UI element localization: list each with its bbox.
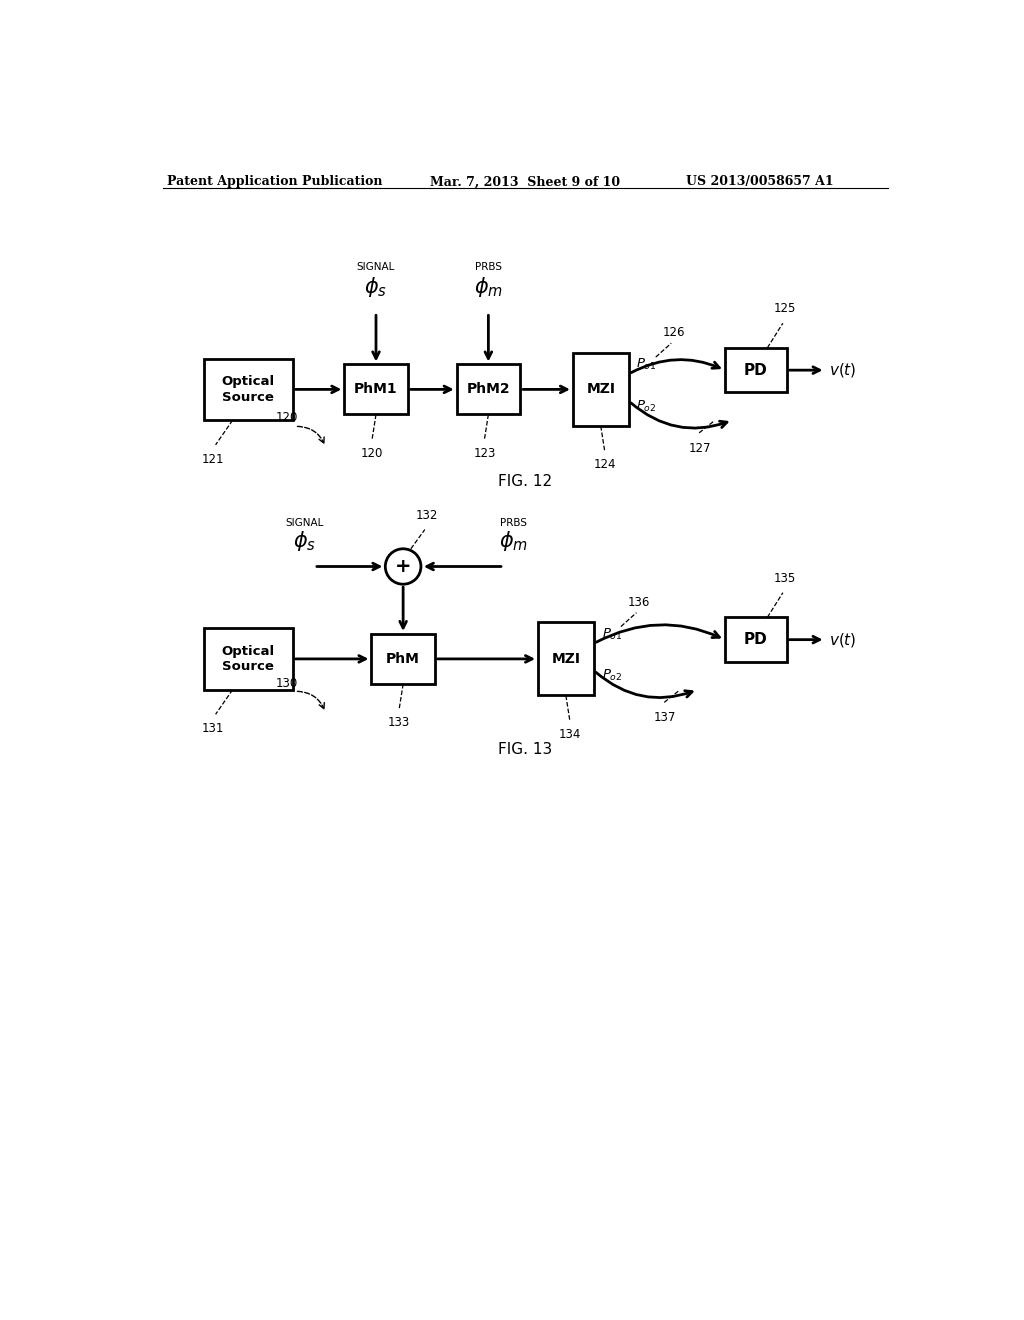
Text: $\phi_s$: $\phi_s$	[293, 528, 316, 553]
FancyBboxPatch shape	[538, 622, 594, 696]
Text: $P_{o1}$: $P_{o1}$	[636, 358, 657, 372]
Text: PhM1: PhM1	[354, 383, 397, 396]
Text: $\phi_s$: $\phi_s$	[365, 275, 387, 298]
Text: 124: 124	[593, 458, 615, 471]
FancyBboxPatch shape	[457, 364, 520, 414]
Text: Source: Source	[222, 660, 274, 673]
FancyBboxPatch shape	[572, 352, 629, 426]
Text: PhM2: PhM2	[467, 383, 510, 396]
Text: 134: 134	[558, 727, 581, 741]
Text: 120: 120	[275, 411, 298, 424]
FancyBboxPatch shape	[204, 628, 293, 689]
Text: 137: 137	[654, 711, 676, 725]
FancyBboxPatch shape	[344, 364, 408, 414]
Text: SIGNAL: SIGNAL	[356, 263, 395, 272]
Text: FIG. 13: FIG. 13	[498, 742, 552, 758]
Text: $v(t)$: $v(t)$	[829, 631, 857, 648]
Text: 132: 132	[415, 508, 437, 521]
Text: MZI: MZI	[551, 652, 581, 665]
Text: 123: 123	[473, 446, 496, 459]
Text: 135: 135	[774, 572, 797, 585]
Text: $P_{o2}$: $P_{o2}$	[636, 399, 657, 414]
Text: 120: 120	[360, 446, 383, 459]
Text: PhM: PhM	[386, 652, 420, 665]
FancyBboxPatch shape	[372, 634, 435, 684]
Text: 126: 126	[663, 326, 685, 339]
Text: +: +	[395, 557, 412, 576]
Text: SIGNAL: SIGNAL	[286, 517, 324, 528]
Text: FIG. 12: FIG. 12	[498, 474, 552, 490]
Text: 121: 121	[202, 453, 224, 466]
Text: PRBS: PRBS	[475, 263, 502, 272]
Text: 131: 131	[202, 722, 224, 735]
Text: 136: 136	[628, 595, 650, 609]
Text: MZI: MZI	[587, 383, 615, 396]
Text: $\phi_m$: $\phi_m$	[499, 528, 527, 553]
Text: 127: 127	[689, 442, 712, 455]
Text: $P_{o2}$: $P_{o2}$	[601, 668, 623, 684]
Text: PD: PD	[743, 632, 768, 647]
Text: $\phi_m$: $\phi_m$	[474, 275, 503, 298]
FancyBboxPatch shape	[204, 359, 293, 420]
Text: Patent Application Publication: Patent Application Publication	[167, 176, 382, 189]
Text: 130: 130	[275, 677, 298, 689]
Text: Mar. 7, 2013  Sheet 9 of 10: Mar. 7, 2013 Sheet 9 of 10	[430, 176, 621, 189]
FancyBboxPatch shape	[725, 618, 786, 663]
FancyBboxPatch shape	[725, 348, 786, 392]
Text: Optical: Optical	[221, 375, 274, 388]
Text: 133: 133	[388, 717, 411, 729]
Text: Optical: Optical	[221, 644, 274, 657]
Text: $v(t)$: $v(t)$	[829, 362, 857, 379]
Text: 125: 125	[774, 302, 797, 315]
Text: PD: PD	[743, 363, 768, 378]
Text: $P_{o1}$: $P_{o1}$	[601, 627, 623, 642]
Text: Source: Source	[222, 391, 274, 404]
Text: PRBS: PRBS	[500, 517, 526, 528]
Text: US 2013/0058657 A1: US 2013/0058657 A1	[686, 176, 834, 189]
